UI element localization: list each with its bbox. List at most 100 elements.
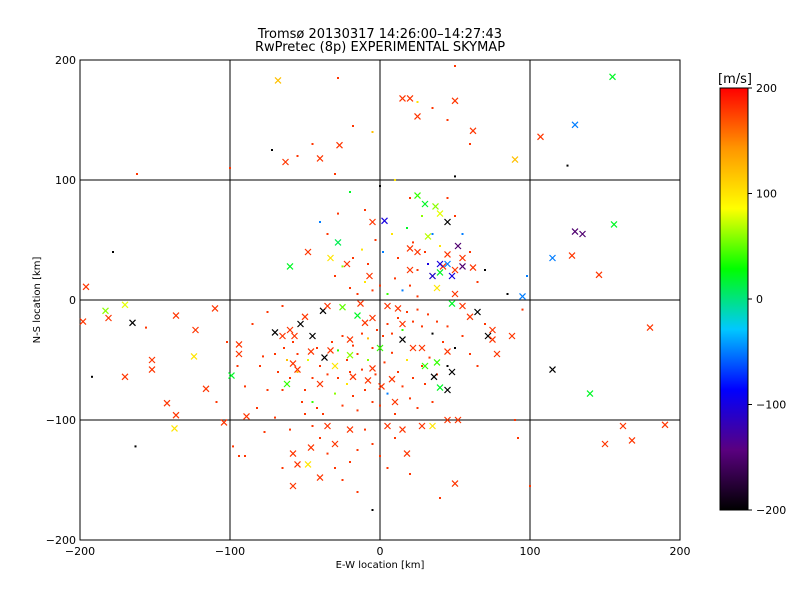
data-point-dot xyxy=(281,467,284,469)
data-point-dot xyxy=(263,431,266,433)
data-point-dot xyxy=(266,389,269,391)
data-point-cross xyxy=(571,121,579,129)
data-point-dot xyxy=(476,281,479,283)
x-axis-ticks: −200 −100 0 100 200 xyxy=(65,545,691,558)
data-point-dot xyxy=(346,383,348,385)
data-point-dot xyxy=(431,107,434,109)
data-point-dot xyxy=(262,355,264,358)
data-point-cross xyxy=(444,416,451,424)
data-point-dot xyxy=(145,326,147,329)
data-point-cross xyxy=(349,373,357,381)
data-point-dot xyxy=(304,389,306,391)
data-point-dot xyxy=(454,347,456,349)
data-point-dot xyxy=(379,455,381,457)
data-point-cross xyxy=(192,326,199,334)
x-axis-label: E-W location [km] xyxy=(336,560,425,571)
data-point-cross xyxy=(444,250,451,258)
data-point-cross xyxy=(444,218,451,226)
colorbar-tick-label: −100 xyxy=(756,399,786,412)
data-point-cross xyxy=(171,424,178,432)
data-point-dot xyxy=(311,425,314,427)
data-point-cross xyxy=(451,290,459,298)
data-point-dot xyxy=(371,509,374,511)
data-point-dot xyxy=(364,428,366,431)
data-point-cross xyxy=(339,303,346,311)
data-point-cross xyxy=(469,264,477,272)
data-point-dot xyxy=(364,389,366,391)
data-point-cross xyxy=(172,411,180,419)
data-point-dot xyxy=(412,377,414,379)
data-point-cross xyxy=(568,252,576,260)
data-point-cross xyxy=(474,308,481,316)
data-point-cross xyxy=(595,271,603,279)
data-point-dot xyxy=(271,149,273,151)
x-tick-label: 200 xyxy=(670,545,691,558)
data-point-dot xyxy=(356,353,359,355)
data-point-cross xyxy=(454,242,462,250)
data-point-cross xyxy=(586,390,594,398)
data-point-dot xyxy=(296,353,299,355)
data-point-dot xyxy=(341,479,344,481)
data-point-dot xyxy=(469,353,471,355)
data-point-dot xyxy=(427,313,429,316)
data-point-cross xyxy=(459,302,466,310)
data-point-cross xyxy=(346,426,354,434)
data-point-dot xyxy=(289,428,291,431)
data-point-dot xyxy=(349,191,351,193)
data-point-cross xyxy=(436,268,444,276)
data-point-dot xyxy=(91,375,93,378)
data-point-cross xyxy=(384,422,391,430)
data-point-dot xyxy=(356,449,359,451)
data-point-dot xyxy=(391,332,393,335)
data-point-dot xyxy=(484,323,486,325)
data-point-dot xyxy=(307,359,309,361)
data-point-dot xyxy=(379,284,381,287)
data-point-cross xyxy=(448,300,456,308)
data-point-cross xyxy=(493,350,501,358)
data-point-dot xyxy=(352,395,354,397)
data-point-dot xyxy=(416,308,419,311)
data-point-dot xyxy=(386,293,389,295)
data-point-cross xyxy=(364,376,372,384)
data-point-dot xyxy=(431,233,434,235)
data-point-dot xyxy=(311,401,314,403)
data-point-dot xyxy=(431,401,434,403)
data-point-cross xyxy=(324,422,331,430)
data-point-dot xyxy=(319,437,321,439)
data-point-cross xyxy=(399,320,406,328)
data-point-dot xyxy=(469,143,471,145)
data-point-dot xyxy=(361,332,363,335)
data-point-cross xyxy=(448,272,456,280)
data-point-cross xyxy=(519,292,526,300)
data-point-cross xyxy=(283,380,291,388)
data-point-cross xyxy=(414,192,421,200)
data-point-dot xyxy=(424,251,426,253)
data-point-dot xyxy=(296,371,299,373)
data-point-cross xyxy=(129,319,136,327)
data-point-cross xyxy=(433,284,441,292)
data-point-cross xyxy=(381,217,388,225)
data-point-dot xyxy=(341,335,344,337)
data-point-dot xyxy=(136,173,138,175)
data-point-dot xyxy=(566,164,569,167)
data-point-dot xyxy=(349,371,351,373)
data-point-cross xyxy=(289,360,297,368)
data-point-cross xyxy=(406,244,414,252)
data-point-dot xyxy=(476,365,479,367)
data-point-cross xyxy=(148,366,156,374)
data-point-dot xyxy=(386,467,389,469)
data-point-cross xyxy=(511,156,519,164)
data-point-cross xyxy=(79,318,87,326)
data-point-dot xyxy=(277,371,279,373)
data-point-dot xyxy=(371,289,374,292)
data-point-cross xyxy=(418,344,426,352)
data-point-dot xyxy=(352,344,354,347)
data-point-dot xyxy=(326,373,329,376)
data-point-dot xyxy=(311,377,314,379)
data-point-dot xyxy=(376,329,378,331)
data-point-dot xyxy=(374,373,377,376)
data-point-cross xyxy=(418,422,426,430)
data-point-dot xyxy=(439,497,441,499)
data-point-cross xyxy=(579,230,586,238)
data-point-cross xyxy=(211,304,219,312)
